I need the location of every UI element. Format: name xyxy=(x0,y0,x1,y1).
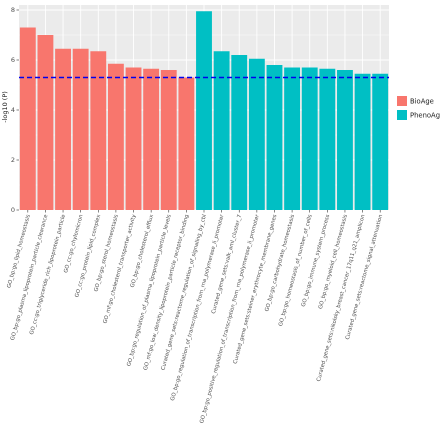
bar xyxy=(90,51,107,210)
bar xyxy=(107,63,124,210)
bar xyxy=(125,67,142,210)
bar xyxy=(55,48,71,210)
legend-label: BioAge xyxy=(410,98,434,106)
bar xyxy=(372,73,389,210)
legend-swatch xyxy=(397,96,407,106)
y-tick-label: 6 xyxy=(11,56,15,64)
bar xyxy=(72,48,89,210)
bar xyxy=(248,58,265,210)
bar xyxy=(284,67,301,210)
legend: BioAge PhenoAge xyxy=(397,96,440,120)
bar xyxy=(337,70,353,210)
y-tick-label: 4 xyxy=(11,106,15,114)
y-tick-label: 8 xyxy=(11,6,15,14)
y-tick-label: 2 xyxy=(11,156,15,164)
bar xyxy=(213,51,230,210)
bar xyxy=(178,77,195,210)
bar xyxy=(231,55,248,210)
bar xyxy=(354,73,371,210)
legend-swatch xyxy=(397,110,407,120)
bar xyxy=(19,27,36,210)
bar xyxy=(196,11,212,210)
y-axis: 0 2 4 6 8 xyxy=(11,6,19,214)
bar xyxy=(319,68,336,210)
bar xyxy=(160,70,177,210)
bar xyxy=(301,67,318,210)
y-tick-label: 0 xyxy=(11,206,15,214)
y-axis-label: -log10 (P) xyxy=(1,91,9,123)
x-tick-label: GO_cc:go_triglyceride_rich_lipoprotein_p… xyxy=(29,214,67,335)
x-tick-label: GO_cc:go_chylomicron xyxy=(63,214,84,274)
bar xyxy=(37,35,54,210)
x-tick-label: Curated_gene_sets:reactome_signal_attenu… xyxy=(345,214,384,340)
legend-label: PhenoAge xyxy=(410,112,440,120)
x-tick-label: GO_bp:go_homeostasis_of_number_of_cells xyxy=(278,214,314,327)
x-axis: GO_bp:go_lipid_homeostasisGO_bp:go_plasm… xyxy=(6,210,384,424)
bar xyxy=(143,68,160,210)
bar xyxy=(266,65,283,210)
bars-layer xyxy=(19,11,389,210)
x-tick-label: GO_mf:go_cholesterol_transporter_activit… xyxy=(103,214,138,324)
